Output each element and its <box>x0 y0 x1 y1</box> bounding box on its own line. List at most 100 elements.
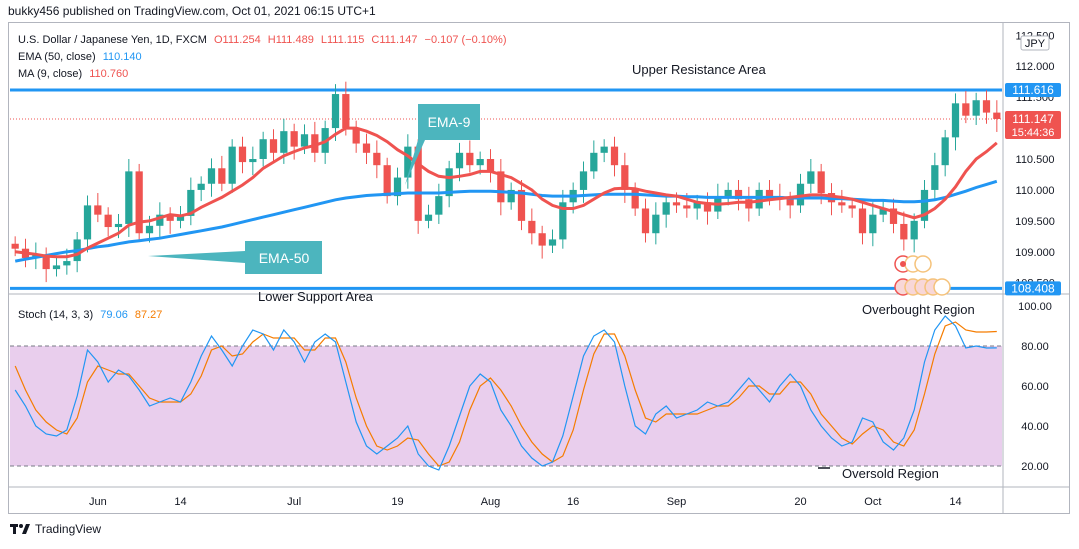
support-price-tag <box>1005 281 1061 296</box>
candle-body <box>869 214 877 234</box>
resistance-price-tag <box>1005 82 1061 97</box>
candle-body <box>476 159 484 166</box>
candle-body <box>424 214 433 221</box>
candle-body <box>497 171 505 203</box>
candle-body <box>300 134 309 147</box>
legend-ema-label: EMA (50, close) <box>18 51 96 63</box>
upper-resistance-label: Upper Resistance Area <box>632 62 766 77</box>
candle-body <box>703 202 712 212</box>
candle-body <box>962 103 970 116</box>
candle-body <box>238 146 247 163</box>
candle-body <box>393 177 402 197</box>
legend-stoch-label: Stoch (14, 3, 3) <box>18 309 94 321</box>
candle-body <box>920 189 929 221</box>
brand[interactable]: TradingView <box>10 522 101 536</box>
overbought-label: Overbought Region <box>862 302 975 317</box>
candle-body <box>445 168 453 197</box>
legend-stoch: Stoch (14, 3, 3) 79.06 87.27 <box>18 309 166 321</box>
candle-body <box>404 146 412 178</box>
candle-body <box>362 143 371 153</box>
time-tick-label: Jun <box>89 496 107 508</box>
oversold-label: Oversold Region <box>842 466 939 481</box>
time-tick-label: 14 <box>174 496 186 508</box>
candle-body <box>745 199 753 209</box>
legend-open: O111.254 <box>214 34 261 46</box>
candle-body <box>600 146 608 153</box>
candle-body <box>207 168 216 184</box>
time-tick-label: 20 <box>794 496 806 508</box>
candle-body <box>166 214 174 221</box>
candle-body <box>765 189 774 197</box>
currency-badge <box>1020 35 1050 51</box>
candle-body <box>621 165 629 190</box>
candle-body <box>197 183 205 190</box>
candle-body <box>693 202 701 209</box>
legend-ema: EMA (50, close) 110.140 <box>18 51 146 63</box>
candle-body <box>931 165 939 190</box>
candle-body <box>311 134 319 153</box>
last-price-tag-label: 111.147 <box>1012 112 1054 126</box>
candle-body <box>435 196 443 215</box>
candle-body <box>910 220 918 240</box>
candle-body <box>331 94 340 129</box>
candle-body <box>662 202 670 215</box>
legend-ma: MA (9, close) 110.760 <box>18 68 132 80</box>
candle-body <box>455 152 464 169</box>
time-tick-label: Sep <box>667 496 687 508</box>
legend-ema-value: 110.140 <box>102 51 142 63</box>
stoch-tick-label: 80.00 <box>1021 341 1049 353</box>
candle-body <box>796 183 805 206</box>
candle-body <box>507 189 515 203</box>
candle-body <box>218 168 226 184</box>
ema50-line <box>14 179 998 263</box>
time-tick-label: 16 <box>567 496 579 508</box>
legend-change: −0.107 (−0.10%) <box>424 34 507 46</box>
candle-body <box>176 215 185 221</box>
stoch-band <box>10 346 1002 466</box>
stoch-d-line <box>14 321 997 467</box>
candle-body <box>83 205 92 240</box>
stoch-tick-label: 100.00 <box>1018 301 1052 313</box>
candle-body <box>269 139 278 153</box>
stoch-tick-label: 60.00 <box>1021 381 1049 393</box>
stoch-k-line <box>14 315 997 471</box>
ema9-callout-label: EMA-9 <box>428 114 471 130</box>
candle-body <box>414 146 422 221</box>
candle-body <box>94 205 102 215</box>
candle-body <box>993 112 1001 119</box>
candle-body <box>724 189 732 197</box>
candle-body <box>786 199 794 206</box>
ema50-callout <box>148 241 322 274</box>
candle-body <box>249 159 257 163</box>
candle-body <box>590 152 598 172</box>
candle-body <box>900 223 908 240</box>
time-tick-label: Jul <box>287 496 301 508</box>
candle-body <box>228 146 236 184</box>
candle-body <box>652 214 660 234</box>
candle-body <box>972 100 980 116</box>
candle-body <box>466 152 474 166</box>
legend-ma-label: MA (9, close) <box>18 68 83 80</box>
chart-frame <box>8 22 1070 514</box>
candle-body <box>672 202 681 206</box>
stoch-tick-label: 20.00 <box>1021 461 1049 473</box>
candle-body <box>145 225 154 234</box>
legend-main: U.S. Dollar / Japanese Yen, 1D, FXCM O11… <box>18 34 510 46</box>
ema50-callout-label: EMA-50 <box>259 250 310 266</box>
time-tick-label: 14 <box>949 496 961 508</box>
price-tick-label: 112.000 <box>1016 61 1055 73</box>
candle-body <box>610 146 619 166</box>
candle-body <box>187 189 195 216</box>
price-tick-label: 110.000 <box>1016 185 1055 197</box>
candle-body <box>838 202 846 206</box>
publisher-line: bukky456 published on TradingView.com, O… <box>8 4 376 18</box>
candle-body <box>280 131 288 153</box>
candle-body <box>683 205 691 209</box>
time-tick-label: Oct <box>864 496 881 508</box>
stoch-tick-label: 40.00 <box>1021 421 1049 433</box>
legend-stoch-d: 87.27 <box>134 309 163 321</box>
brand-label: TradingView <box>35 522 102 536</box>
time-tick-label: Aug <box>481 496 501 508</box>
candle-body <box>259 139 267 159</box>
